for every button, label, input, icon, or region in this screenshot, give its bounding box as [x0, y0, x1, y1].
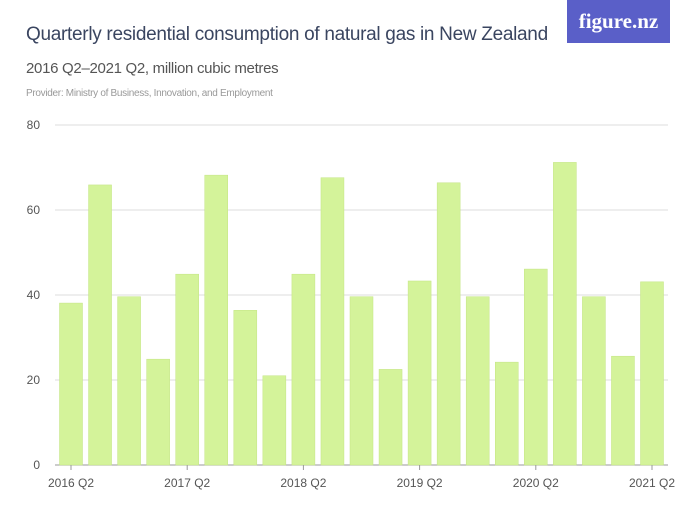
bar-2018-Q1[interactable] [262, 375, 287, 466]
x-tick-label: 2017 Q2 [164, 476, 210, 490]
x-tick-label: 2021 Q2 [629, 476, 675, 490]
bar-2019-Q2[interactable] [407, 280, 432, 466]
x-tick-label: 2020 Q2 [513, 476, 559, 490]
y-tick-label: 20 [27, 373, 41, 387]
x-tick-label: 2019 Q2 [397, 476, 443, 490]
bar-2017-Q4[interactable] [233, 310, 258, 466]
y-tick-label: 0 [33, 458, 40, 472]
bar-2016-Q4[interactable] [117, 296, 141, 466]
bar-2016-Q3[interactable] [88, 184, 112, 466]
bar-2019-Q3[interactable] [436, 182, 461, 466]
bar-2016-Q2[interactable] [59, 302, 83, 466]
bar-2018-Q4[interactable] [349, 296, 374, 466]
bar-2020-Q3[interactable] [553, 162, 577, 466]
bar-2020-Q4[interactable] [582, 296, 606, 466]
figure-nz-logo[interactable]: figure.nz [567, 0, 670, 43]
chart-provider: Provider: Ministry of Business, Innovati… [26, 88, 273, 99]
bar-2019-Q1[interactable] [378, 369, 403, 466]
bar-2021-Q1[interactable] [611, 355, 635, 466]
bar-2020-Q1[interactable] [495, 361, 519, 466]
bar-2017-Q2[interactable] [175, 273, 199, 466]
chart-subtitle: 2016 Q2–2021 Q2, million cubic metres [26, 60, 279, 77]
bar-2018-Q2[interactable] [291, 273, 316, 466]
bar-2020-Q2[interactable] [524, 268, 548, 466]
x-tick-label: 2018 Q2 [280, 476, 326, 490]
bar-2017-Q1[interactable] [146, 358, 170, 466]
x-tick-label: 2016 Q2 [48, 476, 94, 490]
y-tick-label: 40 [27, 288, 41, 302]
y-tick-label: 60 [27, 203, 41, 217]
bar-2019-Q4[interactable] [465, 296, 490, 466]
bar-2021-Q2[interactable] [640, 281, 664, 466]
y-tick-label: 80 [27, 118, 41, 132]
bar-2018-Q3[interactable] [320, 177, 345, 466]
bar-2017-Q3[interactable] [204, 174, 228, 466]
chart-title: Quarterly residential consumption of nat… [26, 24, 548, 45]
